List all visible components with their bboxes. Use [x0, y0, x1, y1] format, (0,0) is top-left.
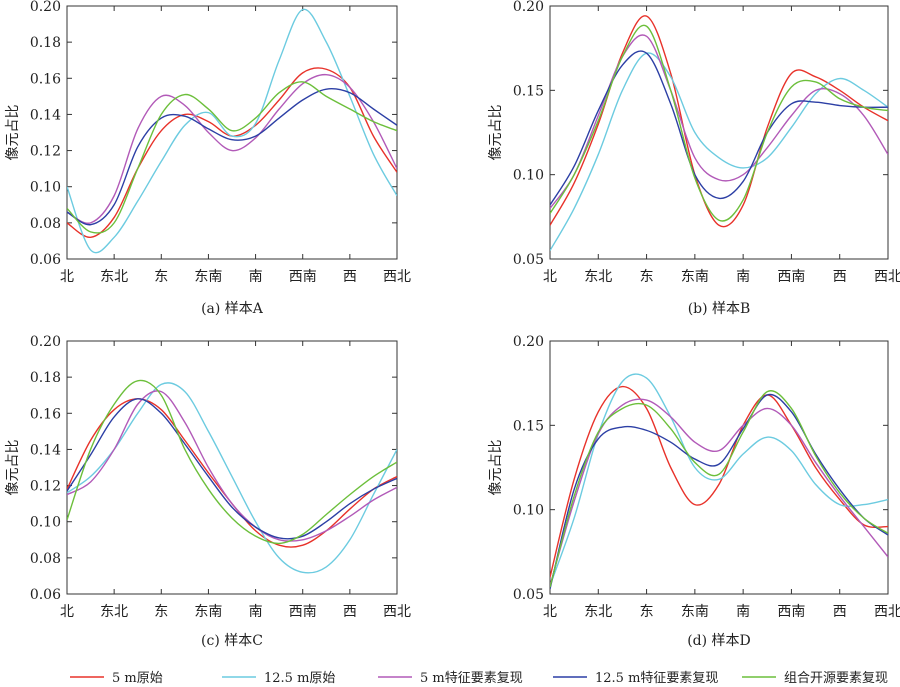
x-tick-label: 东 [640, 604, 654, 620]
y-tick-label: 0.12 [30, 479, 61, 495]
series-line-1 [550, 15, 888, 228]
series-line-3 [550, 34, 888, 209]
x-tick-label: 南 [736, 604, 750, 620]
y-tick-label: 0.10 [30, 180, 61, 196]
y-tick-label: 0.10 [513, 503, 544, 519]
x-tick-label: 北 [60, 604, 74, 620]
x-tick-label: 北 [543, 269, 557, 285]
series-line-4 [67, 88, 397, 226]
x-tick-label: 东南 [194, 604, 222, 620]
y-tick-label: 0.20 [30, 0, 61, 15]
x-tick-label: 东南 [194, 269, 222, 285]
x-tick-label: 东 [154, 604, 168, 620]
x-tick-label: 西南 [289, 604, 317, 620]
x-tick-label: 西北 [383, 269, 411, 285]
series-line-4 [550, 50, 888, 206]
plot-frame [66, 340, 398, 595]
panel-caption: (b) 样本B [688, 301, 751, 317]
series-line-5 [67, 81, 397, 234]
legend-label: 12.5 m特征要素复现 [595, 671, 718, 686]
series-line-2 [67, 382, 397, 574]
panel-caption: (d) 样本D [687, 633, 751, 649]
y-tick-label: 0.15 [513, 418, 544, 434]
panel-b: 0.05 0.10 0.15 0.20 北 东北 东 东南 南 西南 西 西北 像元占比 (b) 样本B [488, 0, 900, 317]
y-tick-label: 0.15 [513, 83, 544, 99]
y-tick-label: 0.18 [30, 35, 61, 51]
x-tick-label: 西北 [874, 269, 900, 285]
x-tick-label: 南 [249, 604, 263, 620]
x-tick-label: 西 [343, 269, 357, 285]
legend-label: 12.5 m原始 [264, 671, 335, 686]
x-tick-label: 东北 [584, 269, 612, 285]
x-tick-label: 东 [154, 269, 168, 285]
series-line-3 [67, 73, 397, 224]
x-tick-label: 东南 [681, 269, 709, 285]
series-line-2 [550, 373, 888, 586]
y-tick-label: 0.06 [30, 587, 61, 603]
y-tick-label: 0.10 [30, 515, 61, 531]
plot-frame [549, 340, 889, 595]
x-tick-label: 南 [249, 269, 263, 285]
series-line-3 [67, 390, 397, 542]
panel-caption: (c) 样本C [201, 633, 263, 649]
series-line-4 [550, 393, 888, 590]
y-tick-label: 0.20 [513, 0, 544, 15]
y-axis-label: 像元占比 [488, 440, 504, 496]
x-tick-label: 南 [736, 269, 750, 285]
series-line-1 [550, 385, 888, 578]
x-tick-label: 北 [60, 269, 74, 285]
series-line-1 [67, 67, 397, 239]
y-axis-label: 像元占比 [488, 105, 504, 161]
x-tick-label: 东 [640, 269, 654, 285]
y-tick-label: 0.10 [513, 168, 544, 184]
panel-d: 0.05 0.10 0.15 0.20 北 东北 东 东南 南 西南 西 西北 像元占比 (d) 样本D [488, 334, 900, 649]
legend-label: 5 m特征要素复现 [420, 671, 523, 686]
plot-frame [549, 5, 889, 260]
series-line-3 [550, 398, 888, 586]
y-tick-label: 0.12 [30, 144, 61, 160]
panel-c: 0.06 0.08 0.10 0.12 0.14 0.16 0.18 0.20 北 东北 东 东南 南 西… [5, 334, 411, 649]
x-tick-label: 北 [543, 604, 557, 620]
y-tick-label: 0.16 [30, 406, 61, 422]
x-tick-label: 西南 [289, 269, 317, 285]
x-tick-label: 西 [833, 604, 847, 620]
plot-frame [66, 5, 398, 260]
legend-label: 5 m原始 [112, 671, 163, 686]
y-axis-label: 像元占比 [5, 440, 21, 496]
panel-caption: (a) 样本A [201, 301, 264, 317]
y-tick-label: 0.05 [513, 587, 544, 603]
series-line-2 [550, 52, 888, 251]
x-tick-label: 西南 [777, 604, 805, 620]
x-tick-label: 东北 [584, 604, 612, 620]
y-tick-label: 0.20 [30, 334, 61, 350]
y-tick-label: 0.08 [30, 551, 61, 567]
series-line-5 [550, 390, 888, 588]
y-tick-label: 0.14 [30, 442, 61, 458]
y-tick-label: 0.16 [30, 71, 61, 87]
x-tick-label: 西南 [777, 269, 805, 285]
x-tick-label: 西北 [874, 604, 900, 620]
x-tick-label: 西 [343, 604, 357, 620]
x-tick-label: 东南 [681, 604, 709, 620]
legend-label: 组合开源要素复现 [784, 671, 888, 686]
y-tick-label: 0.18 [30, 370, 61, 386]
y-tick-label: 0.08 [30, 216, 61, 232]
y-tick-label: 0.06 [30, 252, 61, 268]
y-axis-label: 像元占比 [5, 105, 21, 161]
panel-a: 0.06 0.08 0.10 0.12 0.14 0.16 0.18 0.20 北 东北 东 东南 南 西… [5, 0, 411, 317]
x-tick-label: 西北 [383, 604, 411, 620]
series-line-1 [67, 398, 397, 548]
legend: 5 m原始 12.5 m原始 5 m特征要素复现 12.5 m特征要素复现 组合开源要素… [70, 671, 888, 686]
series-line-5 [550, 24, 888, 222]
x-tick-label: 东北 [100, 604, 128, 620]
y-tick-label: 0.14 [30, 107, 61, 123]
x-tick-label: 西 [833, 269, 847, 285]
y-tick-label: 0.05 [513, 252, 544, 268]
series-line-2 [67, 8, 397, 254]
series-line-4 [67, 398, 397, 540]
x-tick-label: 东北 [100, 269, 128, 285]
y-tick-label: 0.20 [513, 334, 544, 350]
series-line-5 [67, 379, 397, 545]
